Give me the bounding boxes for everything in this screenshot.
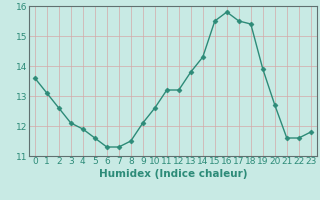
X-axis label: Humidex (Indice chaleur): Humidex (Indice chaleur): [99, 169, 247, 179]
